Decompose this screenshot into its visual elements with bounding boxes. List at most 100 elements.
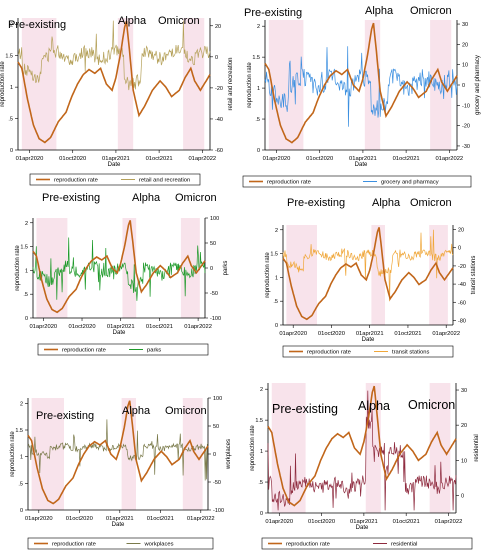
reproduction-rate-line [27,400,209,505]
period-label: Pre-existing [244,7,302,19]
reproduction-rate-line [17,20,211,144]
x-axis-title: Date [112,522,125,528]
reproduction-rate-line [264,22,458,144]
mobility-series-line [27,419,209,481]
x-tick-label: 01apr2021 [349,156,377,162]
y-right-tick-label: 0 [213,452,216,458]
y-left-tick-label: .5 [23,292,28,298]
period-label: Alpha [132,192,161,204]
y-right-axis-title: grocery and pharmacy [475,55,481,115]
legend-label-reproduction: reproduction rate [52,542,96,548]
y-left-axis-title: reproduction rate [0,61,6,107]
y-right-axis-title: residential [474,434,480,461]
x-tick-label: 01apr2022 [188,156,216,162]
x-tick-label: 01oct2021 [393,156,420,162]
x-tick-label: 01oct2021 [393,519,420,525]
period-band-2 [183,18,205,150]
period-label: Alpha [372,197,401,209]
y-left-tick-label: .5 [258,480,263,486]
legend-box [37,343,209,356]
legend-label-mobility: residential [391,542,417,548]
legend-box [29,173,201,186]
y-right-tick-label: 50 [213,424,219,430]
y-right-tick-label: 0 [215,55,218,61]
y-right-tick-label: 20 [458,228,464,234]
legend-label-reproduction: reproduction rate [286,542,330,548]
legend-label-mobility: workplaces [144,542,174,548]
x-tick-label: 01oct2020 [318,331,345,337]
legend-label-mobility: retail and recreation [139,178,190,184]
mobility-series-line [17,20,211,91]
legend-label-reproduction: reproduction rate [54,178,98,184]
y-left-tick-label: 2 [20,401,23,407]
y-right-tick-label: -100 [210,316,221,322]
legend: reproduction rate transit stations [282,345,454,358]
panel-retail: 0 .5 1 1.5 2 -60 -40 -20 0 20 01apr2020 01oct2020 01… [0,15,234,186]
y-left-tick-label: 1.5 [15,428,23,434]
period-label: Omicron [158,15,200,27]
legend: reproduction rate grocery and pharmacy [242,175,472,188]
y-right-tick-label: -80 [458,318,466,324]
y-left-tick-label: 1.5 [255,418,263,424]
x-axis-title: Date [113,330,126,336]
y-right-tick-label: -50 [210,291,218,297]
legend: reproduction rate workplaces [27,537,214,550]
mobility-series-line [264,46,458,127]
y-right-tick-label: -10 [462,103,470,109]
y-left-tick-label: .5 [18,481,23,487]
legend-label-mobility: transit stations [392,350,429,356]
y-left-tick-label: 0 [25,316,28,322]
period-band-2 [182,398,203,510]
x-tick-label: 01apr2022 [435,519,463,525]
y-right-tick-label: 0 [210,266,213,272]
y-left-axis-title: reproduction rate [247,62,253,108]
y-right-tick-label: -30 [462,144,470,150]
y-left-tick-label: 0 [20,508,23,514]
y-right-tick-label: 30 [461,388,467,394]
period-label: Pre-existing [42,192,100,204]
period-band-0 [268,20,304,150]
period-label: Alpha [358,399,390,413]
legend-label-mobility: parks [147,348,161,354]
y-right-tick-label: 20 [461,423,467,429]
y-right-tick-label: -40 [215,117,223,123]
period-band-0 [286,225,317,325]
y-right-tick-label: -100 [213,508,224,514]
legend: reproduction rate parks [37,343,209,356]
period-label: Alpha [365,5,394,17]
period-label: Pre-existing [272,402,338,416]
y-right-tick-label: -20 [462,124,470,130]
x-tick-label: 01apr2020 [29,324,57,330]
y-right-tick-label: 10 [462,63,468,69]
panel-workplaces: 0 .5 1 1.5 2 -100 -50 0 50 100 01apr2020 01oct2020 0… [10,396,232,550]
y-right-tick-label: 20 [462,42,468,48]
legend-box [261,537,473,550]
mobility-series-line [267,390,457,511]
x-tick-label: 01apr2020 [16,156,44,162]
legend-label-mobility: grocery and pharmacy [381,180,439,186]
y-right-tick-label: 0 [462,83,465,89]
y-right-tick-label: 30 [462,22,468,28]
mobility-series-line [282,229,454,302]
y-right-tick-label: -50 [213,480,221,486]
y-left-tick-label: 0 [260,511,263,517]
period-label: Omicron [165,405,207,417]
x-tick-label: 01oct2021 [394,331,421,337]
legend-box [282,345,454,358]
y-right-tick-label: 0 [458,246,461,252]
period-band-1 [371,225,385,325]
x-tick-label: 01apr2021 [350,519,378,525]
period-label: Omicron [410,197,452,209]
period-band-2 [180,218,200,318]
x-tick-label: 01oct2020 [66,516,93,522]
period-band-2 [430,20,452,150]
y-left-tick-label: 2 [10,22,13,28]
x-axis-title: Date [108,162,121,168]
legend-box [242,175,472,188]
x-axis-title: Date [362,337,375,343]
period-band-0 [21,18,57,150]
y-right-tick-label: 100 [210,216,219,222]
y-left-tick-label: 0 [257,148,260,154]
y-right-axis-title: parks [223,261,229,276]
